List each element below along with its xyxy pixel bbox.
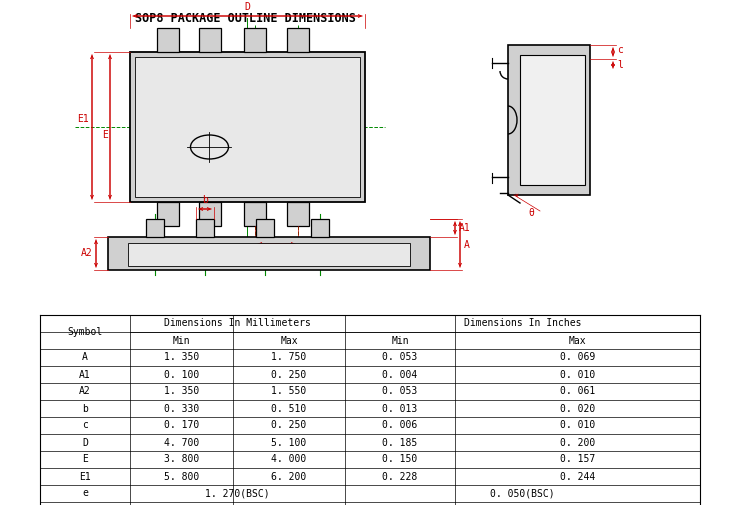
Polygon shape	[199, 28, 221, 52]
Text: 4. 000: 4. 000	[271, 454, 307, 465]
Polygon shape	[157, 28, 179, 52]
Text: 0. 250: 0. 250	[271, 421, 307, 430]
Text: 0. 006: 0. 006	[383, 421, 418, 430]
Polygon shape	[520, 55, 585, 185]
Polygon shape	[287, 202, 309, 226]
Text: D: D	[244, 2, 251, 12]
Polygon shape	[146, 219, 164, 237]
Text: 5. 800: 5. 800	[164, 472, 199, 481]
Text: 6. 200: 6. 200	[271, 472, 307, 481]
Text: A: A	[464, 239, 470, 249]
Text: 0. 170: 0. 170	[164, 421, 199, 430]
Polygon shape	[311, 219, 329, 237]
Text: 0. 004: 0. 004	[383, 370, 418, 379]
Text: 0. 020: 0. 020	[560, 403, 595, 414]
Polygon shape	[108, 237, 430, 270]
Polygon shape	[199, 202, 221, 226]
Text: Max: Max	[569, 335, 586, 345]
Text: c: c	[82, 421, 88, 430]
Polygon shape	[287, 28, 309, 52]
Polygon shape	[196, 219, 214, 237]
Text: 1. 350: 1. 350	[164, 386, 199, 396]
Text: A2: A2	[81, 248, 93, 259]
Text: l: l	[617, 60, 623, 70]
Text: Max: Max	[280, 335, 298, 345]
Text: 0. 053: 0. 053	[383, 386, 418, 396]
Text: θ: θ	[528, 208, 534, 218]
Polygon shape	[157, 202, 179, 226]
Text: Symbol: Symbol	[67, 327, 103, 337]
Text: 0. 050(BSC): 0. 050(BSC)	[490, 488, 555, 498]
Text: 1. 350: 1. 350	[164, 352, 199, 363]
Polygon shape	[130, 52, 365, 202]
Text: b: b	[82, 403, 88, 414]
Text: c: c	[617, 45, 623, 55]
Text: 0. 185: 0. 185	[383, 437, 418, 447]
Text: 0. 010: 0. 010	[560, 370, 595, 379]
Text: e: e	[82, 488, 88, 498]
Text: 0. 010: 0. 010	[560, 421, 595, 430]
Text: SOP8 PACKAGE OUTLINE DIMENSIONS: SOP8 PACKAGE OUTLINE DIMENSIONS	[135, 12, 356, 25]
Text: 0. 150: 0. 150	[383, 454, 418, 465]
Text: E: E	[102, 130, 108, 140]
Text: e: e	[273, 249, 279, 259]
Text: 1. 270(BSC): 1. 270(BSC)	[205, 488, 270, 498]
Text: 0. 250: 0. 250	[271, 370, 307, 379]
Text: 0. 053: 0. 053	[383, 352, 418, 363]
Text: 5. 100: 5. 100	[271, 437, 307, 447]
Text: 0. 228: 0. 228	[383, 472, 418, 481]
Text: Min: Min	[391, 335, 409, 345]
Text: 0. 330: 0. 330	[164, 403, 199, 414]
Text: 3. 800: 3. 800	[164, 454, 199, 465]
Text: E1: E1	[79, 472, 91, 481]
Polygon shape	[256, 219, 274, 237]
Text: 4. 700: 4. 700	[164, 437, 199, 447]
Polygon shape	[244, 28, 266, 52]
Text: 0. 244: 0. 244	[560, 472, 595, 481]
Text: 0. 013: 0. 013	[383, 403, 418, 414]
Text: E: E	[82, 454, 88, 465]
Polygon shape	[128, 243, 410, 266]
Text: D: D	[82, 437, 88, 447]
Text: 1. 550: 1. 550	[271, 386, 307, 396]
Text: Min: Min	[173, 335, 190, 345]
Text: b: b	[202, 195, 208, 205]
Text: A2: A2	[79, 386, 91, 396]
Text: 0. 061: 0. 061	[560, 386, 595, 396]
Text: A1: A1	[79, 370, 91, 379]
Text: A: A	[82, 352, 88, 363]
Polygon shape	[135, 57, 360, 197]
Text: 1. 750: 1. 750	[271, 352, 307, 363]
Text: Dimensions In Millimeters: Dimensions In Millimeters	[164, 319, 311, 328]
Text: 0. 200: 0. 200	[560, 437, 595, 447]
Text: E1: E1	[77, 114, 89, 124]
Text: 0. 510: 0. 510	[271, 403, 307, 414]
Text: 0. 157: 0. 157	[560, 454, 595, 465]
Text: Dimensions In Inches: Dimensions In Inches	[464, 319, 581, 328]
Polygon shape	[508, 45, 590, 195]
Text: 0. 069: 0. 069	[560, 352, 595, 363]
Text: 0. 100: 0. 100	[164, 370, 199, 379]
Text: A1: A1	[459, 223, 471, 233]
Polygon shape	[244, 202, 266, 226]
